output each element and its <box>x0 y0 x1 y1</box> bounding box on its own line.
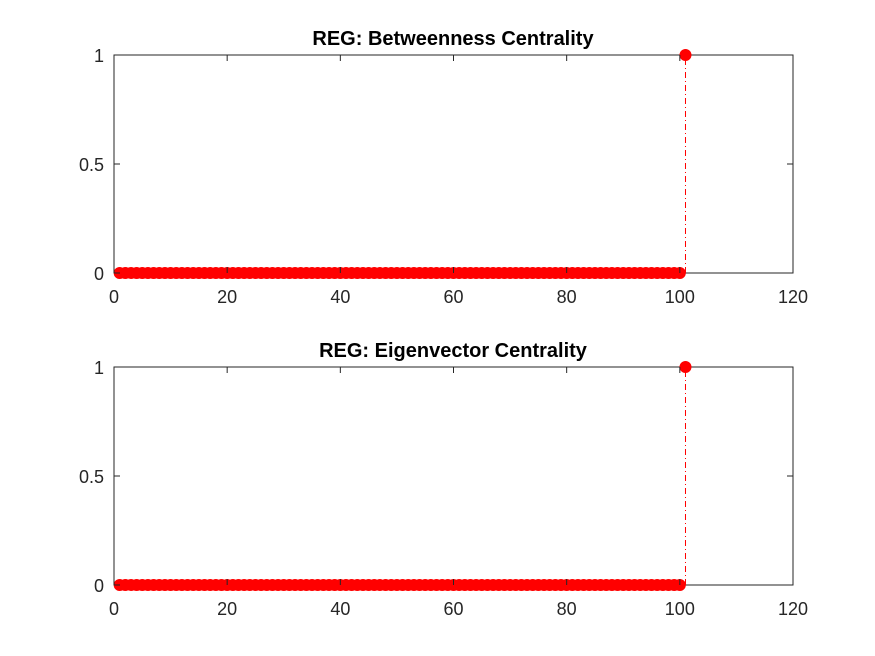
x-tick-label: 80 <box>557 287 577 307</box>
subplot-eigenvector: REG: Eigenvector Centrality 0 20 40 60 80 100… <box>79 340 808 619</box>
x-tick-label: 60 <box>443 287 463 307</box>
x-tick-label: 100 <box>665 287 695 307</box>
x-tick-label: 20 <box>217 599 237 619</box>
chart-title: REG: Eigenvector Centrality <box>319 340 588 362</box>
x-tick-label: 100 <box>665 599 695 619</box>
chart-title: REG: Betweenness Centrality <box>312 28 594 50</box>
data-point <box>679 361 692 373</box>
x-tick-label: 80 <box>557 599 577 619</box>
y-tick-label: 0.5 <box>79 155 104 175</box>
x-tick-label: 40 <box>330 287 350 307</box>
axis-ticks: 0 20 40 60 80 100 120 0 0.5 1 <box>79 46 808 307</box>
axis-ticks: 0 20 40 60 80 100 120 0 0.5 1 <box>79 358 808 619</box>
axes-frame <box>113 366 794 586</box>
x-tick-label: 120 <box>778 287 808 307</box>
data-marks <box>113 361 692 591</box>
x-tick-label: 20 <box>217 287 237 307</box>
subplot-betweenness: REG: Betweenness Centrality 0 20 40 60 80 100… <box>79 28 808 307</box>
y-tick-label: 0 <box>94 264 104 284</box>
axes-frame <box>113 54 794 274</box>
y-tick-label: 0.5 <box>79 467 104 487</box>
x-tick-label: 60 <box>443 599 463 619</box>
y-tick-label: 1 <box>94 358 104 378</box>
data-point <box>679 49 692 61</box>
data-marks <box>113 49 692 279</box>
x-tick-label: 0 <box>109 599 119 619</box>
y-tick-label: 0 <box>94 576 104 596</box>
x-tick-label: 40 <box>330 599 350 619</box>
y-tick-label: 1 <box>94 46 104 66</box>
x-tick-label: 0 <box>109 287 119 307</box>
x-tick-label: 120 <box>778 599 808 619</box>
